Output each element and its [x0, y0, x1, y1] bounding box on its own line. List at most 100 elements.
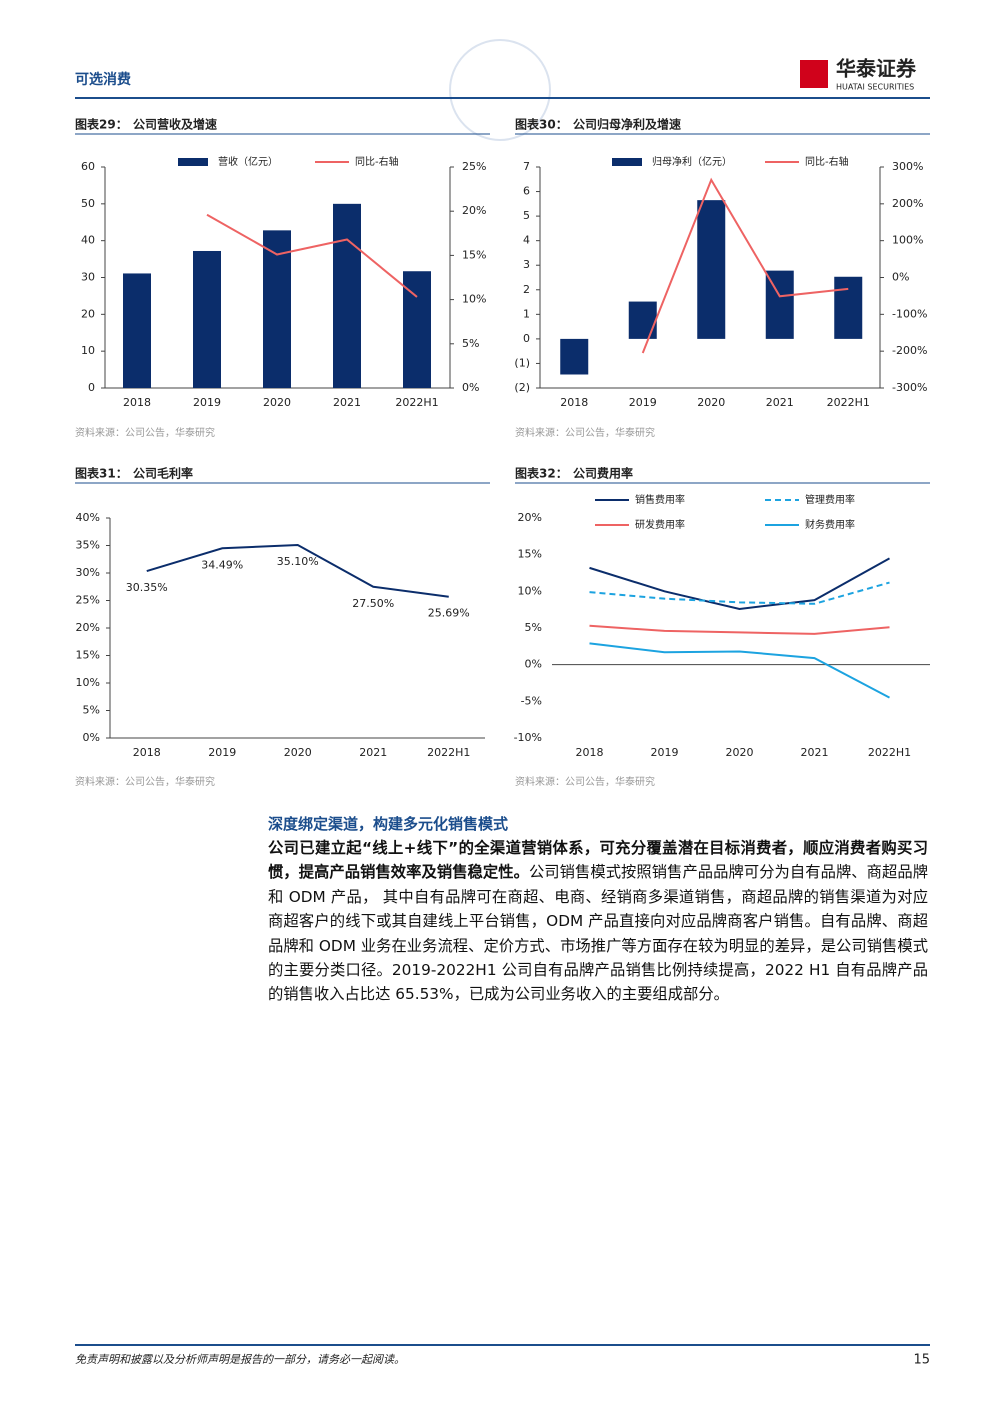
y2-tick-label: 100%: [892, 234, 923, 247]
line: [589, 581, 890, 605]
y-tick-label: 15%: [76, 649, 100, 662]
y-tick-label: 1: [523, 307, 530, 320]
y2-tick-label: 25%: [462, 160, 486, 173]
logo-en: HUATAI SECURITIES: [836, 83, 914, 92]
x-tick-label: 2022H1: [427, 746, 470, 759]
y-tick-label: 20%: [76, 621, 100, 634]
y-tick-label: 30%: [76, 566, 100, 579]
x-tick-label: 2021: [333, 396, 361, 409]
y-tick-label: 7: [523, 160, 530, 173]
figure-title: 公司费用率: [573, 466, 633, 481]
y2-tick-label: -100%: [892, 307, 927, 320]
disclaimer: 免责声明和披露以及分析师声明是报告的一部分，请务必一起阅读。: [75, 1353, 405, 1366]
y-tick-label: 6: [523, 185, 530, 198]
value-label: 30.35%: [126, 581, 168, 594]
header-decoration: [449, 39, 551, 141]
y-tick-label: 15%: [518, 548, 542, 561]
x-tick-label: 2022H1: [868, 746, 911, 759]
y-tick-label: 40: [81, 234, 95, 247]
y2-tick-label: 15%: [462, 248, 486, 261]
bar: [403, 271, 431, 388]
x-tick-label: 2019: [208, 746, 236, 759]
paragraph: 公司已建立起“线上+线下”的全渠道营销体系，可充分覆盖潜在目标消费者，顺应消费者…: [268, 836, 928, 1007]
logo-icon: [800, 60, 828, 88]
figure-label: 图表31：: [75, 466, 128, 481]
x-tick-label: 2019: [651, 746, 679, 759]
x-tick-label: 2022H1: [395, 396, 438, 409]
y-tick-label: 10%: [518, 584, 542, 597]
figure-label: 图表29：: [75, 117, 128, 132]
line: [589, 642, 890, 699]
bar: [697, 200, 726, 339]
y2-tick-label: 0%: [892, 271, 909, 284]
value-label: 35.10%: [277, 555, 319, 568]
figure-label: 图表32：: [515, 466, 568, 481]
paragraph-lead: 公司已建立起“线上+线下”的全渠道营销体系，可充分覆盖潜在目标消费者，顺应消费者…: [268, 839, 928, 882]
y2-tick-label: 5%: [462, 337, 479, 350]
x-tick-label: 2018: [133, 746, 161, 759]
source: 资料来源：公司公告，华泰研究: [75, 775, 215, 788]
y-tick-label: 0: [88, 381, 95, 394]
y-tick-label: 50: [81, 197, 95, 210]
legend-label: 销售费用率: [635, 493, 685, 506]
y-tick-label: (2): [514, 381, 530, 394]
x-tick-label: 2020: [284, 746, 312, 759]
y-tick-label: 3: [523, 258, 530, 271]
legend-label: 管理费用率: [805, 493, 855, 506]
source: 资料来源：公司公告，华泰研究: [515, 426, 655, 439]
x-tick-label: 2018: [123, 396, 151, 409]
bar: [193, 250, 221, 388]
y-tick-label: 10%: [76, 676, 100, 689]
y-tick-label: 4: [523, 234, 530, 247]
value-label: 34.49%: [201, 558, 243, 571]
figure-label: 图表30：: [515, 117, 568, 132]
y2-tick-label: 10%: [462, 293, 486, 306]
y-tick-label: 0%: [83, 731, 100, 744]
x-tick-label: 2020: [263, 396, 291, 409]
line: [589, 557, 890, 610]
legend-label: 营收（亿元）: [218, 155, 278, 168]
y2-tick-label: -300%: [892, 381, 927, 394]
legend-label: 同比-右轴: [805, 155, 849, 168]
x-tick-label: 2019: [193, 396, 221, 409]
bar: [834, 276, 863, 339]
y-tick-label: 30: [81, 271, 95, 284]
figure-title: 公司营收及增速: [133, 117, 217, 132]
y-tick-label: 5%: [525, 621, 542, 634]
x-tick-label: 2019: [629, 396, 657, 409]
section-label: 可选消费: [75, 71, 131, 88]
bar: [263, 230, 291, 388]
y2-tick-label: 300%: [892, 160, 923, 173]
y2-tick-label: -200%: [892, 344, 927, 357]
y-tick-label: 25%: [76, 594, 100, 607]
line: [206, 213, 418, 298]
x-tick-label: 2022H1: [827, 396, 870, 409]
line: [146, 543, 449, 598]
bar: [123, 273, 151, 388]
y-tick-label: 20: [81, 307, 95, 320]
x-tick-label: 2021: [801, 746, 829, 759]
section-title: 深度绑定渠道，构建多元化销售模式: [268, 815, 509, 833]
source: 资料来源：公司公告，华泰研究: [75, 426, 215, 439]
legend-swatch: [612, 158, 642, 166]
y-tick-label: 2: [523, 283, 530, 296]
figure-title: 公司毛利率: [133, 466, 193, 481]
page-number: 15: [913, 1353, 930, 1368]
y-tick-label: -10%: [514, 731, 542, 744]
x-tick-label: 2018: [560, 396, 588, 409]
x-tick-label: 2020: [697, 396, 725, 409]
y-tick-label: 10: [81, 344, 95, 357]
y-tick-label: 5%: [83, 704, 100, 717]
bar: [560, 338, 589, 375]
x-tick-label: 2020: [726, 746, 754, 759]
value-label: 25.69%: [428, 607, 470, 620]
y-tick-label: 5: [523, 209, 530, 222]
y-tick-label: 35%: [76, 539, 100, 552]
x-tick-label: 2021: [766, 396, 794, 409]
source: 资料来源：公司公告，华泰研究: [515, 775, 655, 788]
y-tick-label: 0: [523, 332, 530, 345]
paragraph-text: 公司销售模式按照销售产品品牌可分为自有品牌、商超品牌和 ODM 产品， 其中自有…: [268, 863, 928, 1004]
y2-tick-label: 200%: [892, 197, 923, 210]
